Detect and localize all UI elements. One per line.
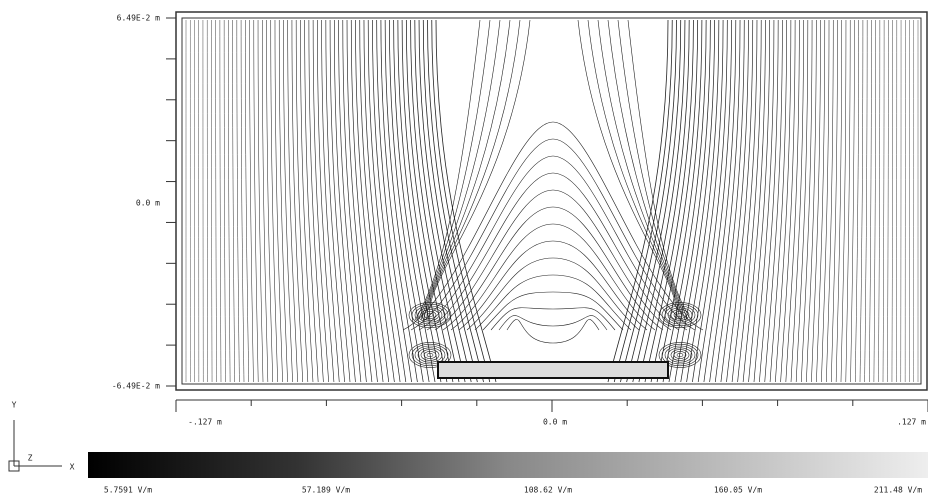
contour-line <box>233 20 235 382</box>
triad-label: Z <box>28 454 33 463</box>
contour-line <box>411 139 695 330</box>
contour-loop <box>665 346 695 364</box>
contour-line <box>791 20 804 382</box>
contour-line <box>865 20 867 382</box>
axis-triad <box>9 420 62 471</box>
contour-line <box>360 20 389 382</box>
colorbar <box>88 452 928 478</box>
contour-line <box>237 20 239 382</box>
contour-line <box>710 20 740 382</box>
contour-line <box>245 20 248 382</box>
contour-line <box>309 20 323 382</box>
contour-line <box>300 20 313 382</box>
contour-line <box>826 20 833 382</box>
triad-label: X <box>70 463 75 472</box>
contour-line <box>305 20 319 382</box>
contour-line <box>618 20 688 320</box>
contour-line <box>364 20 394 382</box>
contour-line <box>355 20 383 382</box>
contour-line <box>855 20 858 382</box>
contour-line <box>415 20 480 320</box>
contour-line <box>860 20 863 382</box>
contour-line <box>628 20 691 320</box>
y-label: 6.49E-2 m <box>117 14 161 23</box>
contour-line <box>220 20 221 382</box>
contour-line <box>786 20 800 382</box>
contour-loop <box>668 348 692 362</box>
screen: 6.49E-2 m 0.0 m -6.49E-2 m -.127 m 0.0 m… <box>0 0 928 497</box>
contour-line <box>846 20 850 382</box>
contour-line <box>869 20 871 382</box>
x-label: -.127 m <box>188 418 222 427</box>
contour-line <box>743 20 765 382</box>
contour-line <box>491 308 615 330</box>
plot-frame <box>176 12 927 390</box>
contour-line <box>874 20 876 382</box>
colorbar-label: 211.48 V/m <box>874 486 922 495</box>
contours <box>186 20 918 382</box>
triad-label: Y <box>12 401 17 410</box>
colorbar-label: 5.7591 V/m <box>104 486 152 495</box>
contour-line <box>339 20 361 382</box>
y-label: 0.0 m <box>136 199 160 208</box>
y-label: -6.49E-2 m <box>112 382 160 391</box>
contour-line <box>459 241 647 330</box>
electrode <box>438 362 668 378</box>
contour-loop <box>677 313 683 317</box>
contour-line <box>436 20 496 382</box>
contour-line <box>451 224 655 330</box>
contour-line <box>801 20 812 382</box>
contour-line <box>224 20 225 382</box>
contour-line <box>296 20 308 382</box>
contour-line <box>483 292 623 330</box>
contour-line <box>292 20 303 382</box>
contour-line <box>216 20 217 382</box>
contour-line <box>443 207 663 330</box>
colorbar-label: 160.05 V/m <box>714 486 762 495</box>
contour-line <box>715 20 744 382</box>
contour-line <box>250 20 254 382</box>
x-label: 0.0 m <box>543 418 567 427</box>
page: 6.49E-2 m 0.0 m -6.49E-2 m -.127 m 0.0 m… <box>0 0 928 501</box>
axis-ticks <box>166 18 928 412</box>
contour-line <box>831 20 837 382</box>
contour-line <box>211 20 212 382</box>
contour-line <box>271 20 278 382</box>
contour-line <box>507 319 599 343</box>
contour-line <box>892 20 893 382</box>
contour-line <box>721 20 749 382</box>
contour-line <box>883 20 884 382</box>
contour-line <box>887 20 888 382</box>
contour-line <box>627 20 681 382</box>
contour-line <box>878 20 879 382</box>
contour-line <box>781 20 795 382</box>
contour-line <box>851 20 855 382</box>
contour-line <box>262 20 268 382</box>
contour-line <box>254 20 258 382</box>
contour-line <box>598 20 682 320</box>
domain-frame <box>182 18 921 384</box>
contour-line <box>241 20 244 382</box>
colorbar-label: 57.189 V/m <box>302 486 350 495</box>
contour-line <box>419 156 687 330</box>
contour-line <box>228 20 230 382</box>
contour-line <box>796 20 808 382</box>
x-label: .127 m <box>897 418 926 427</box>
contour-line <box>499 316 607 330</box>
colorbar-label: 108.62 V/m <box>524 486 572 495</box>
contour-line <box>267 20 273 382</box>
contour-line <box>836 20 842 382</box>
contour-line <box>347 20 372 382</box>
contour-line <box>732 20 757 382</box>
